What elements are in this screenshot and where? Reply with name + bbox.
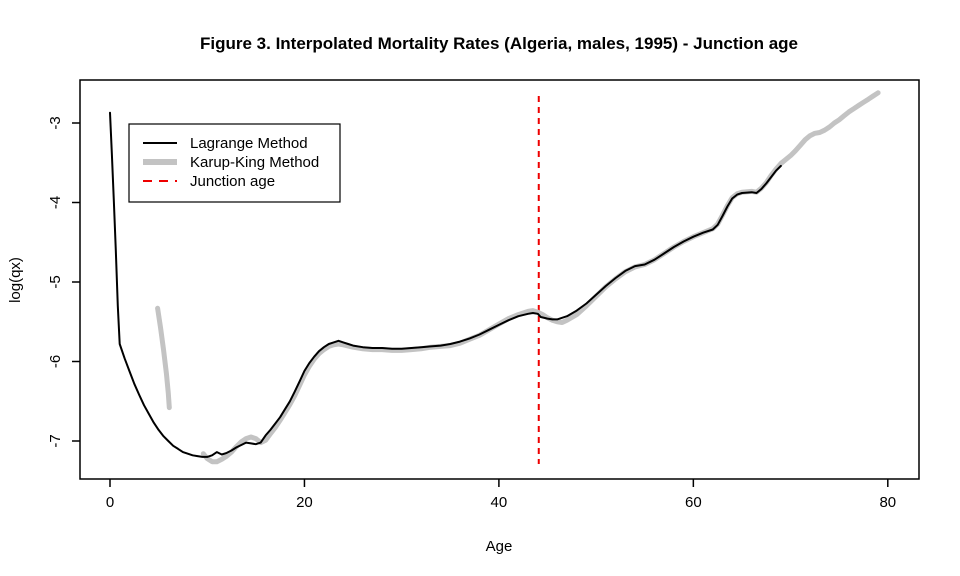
y-axis: -3 -4 -5 -6 -7: [47, 116, 80, 448]
x-tick-label: 0: [106, 494, 114, 511]
x-tick-label: 20: [296, 494, 313, 511]
y-tick-label: -4: [47, 196, 64, 209]
x-tick-label: 40: [491, 494, 508, 511]
x-tick-label: 80: [879, 494, 896, 511]
y-tick-label: -5: [47, 275, 64, 288]
karup_king-curve: [155, 305, 172, 411]
legend-label-karup-king: Karup-King Method: [190, 154, 319, 171]
legend-label-junction-age: Junction age: [190, 173, 275, 190]
x-axis-title: Age: [486, 538, 513, 555]
x-tick-label: 60: [685, 494, 702, 511]
lagrange-curve: [109, 111, 782, 458]
legend: Lagrange Method Karup-King Method Juncti…: [128, 123, 341, 203]
legend-label-lagrange: Lagrange Method: [190, 135, 308, 152]
y-axis-title: log(qx): [7, 257, 24, 303]
y-tick-label: -3: [47, 116, 64, 129]
x-axis: 0 20 40 60 80: [106, 479, 896, 511]
y-tick-label: -6: [47, 355, 64, 368]
y-tick-label: -7: [47, 434, 64, 447]
chart-title: Figure 3. Interpolated Mortality Rates (…: [200, 34, 798, 53]
curves-group: [109, 90, 881, 465]
